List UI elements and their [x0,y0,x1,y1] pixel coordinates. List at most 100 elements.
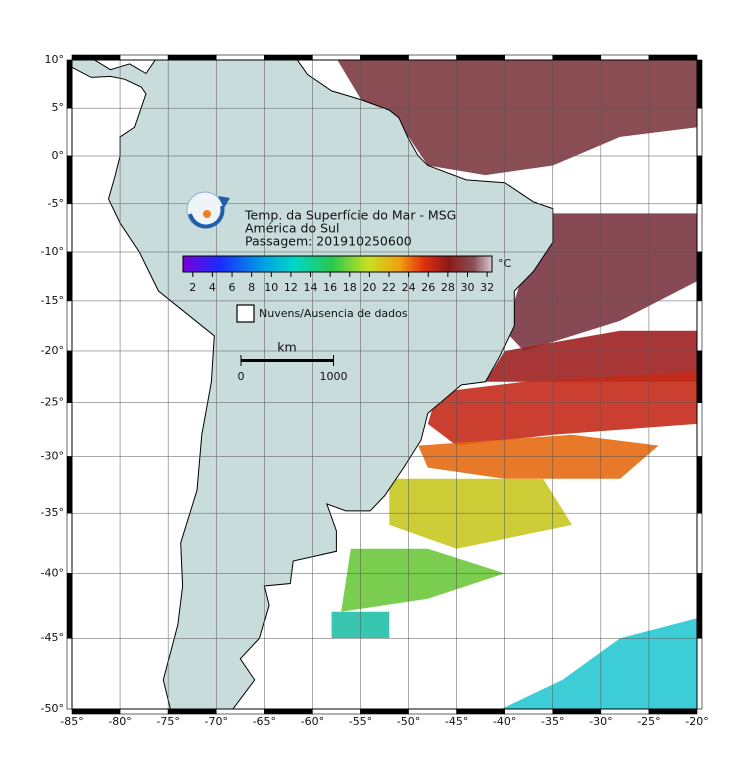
colorbar-tick-label: 22 [382,281,396,294]
frame-segment [648,708,698,715]
frame-segment [696,155,703,205]
y-tick-label: -10° [41,245,64,258]
y-tick-label: -25° [41,396,64,409]
frame-segment [167,708,217,715]
colorbar-unit: °C [498,257,512,270]
y-tick-label: -20° [41,344,64,357]
x-tick-label: -20° [685,715,708,728]
overlay: Temp. da Superfície do Mar - MSG América… [41,53,709,728]
scalebar-bar [241,359,334,362]
sst-patch [389,478,572,549]
frame-segment [696,402,703,457]
frame-segment [696,456,703,514]
frame-segment [66,203,73,253]
colorbar-tick-label: 12 [284,281,298,294]
frame-segment [71,54,121,61]
colorbar-tick-label: 10 [264,281,278,294]
scalebar-label: 0 [238,370,245,383]
frame-segment [456,708,505,715]
frame-segment [552,708,602,715]
colorbar-tick-label: 4 [209,281,216,294]
frame-segment [66,512,73,574]
frame-segment [696,251,703,302]
map-area [72,60,697,709]
frame-segment [264,54,313,61]
x-tick-label: -25° [637,715,660,728]
x-tick-label: -30° [589,715,612,728]
frame-segment [71,708,121,715]
frame-segment [360,54,409,61]
frame-segment [167,54,217,61]
title-line: Passagem: 201910250600 [245,234,412,249]
x-tick-label: -45° [445,715,468,728]
y-tick-label: -15° [41,294,64,307]
frame-segment [66,300,73,352]
sst-patch [341,548,505,612]
frame-segment [696,512,703,574]
colorbar-tick-label: 14 [304,281,318,294]
frame-segment [66,573,73,639]
map-border [71,59,698,710]
colorbar-tick-label: 30 [460,281,474,294]
frame-segment [119,54,169,61]
x-tick-label: -50° [397,715,420,728]
scalebar-label: 1000 [320,370,348,383]
frame-segment [66,402,73,457]
frame-segment [504,54,554,61]
colorbar-tick-label: 26 [421,281,435,294]
frame-segment [696,203,703,253]
sst-patch [427,371,697,446]
frame-segment [66,107,73,157]
frame-segment [696,300,703,352]
frame-segment [66,350,73,403]
frame-segment [66,456,73,514]
frame-segment [696,59,703,109]
y-tick-label: -45° [41,631,64,644]
frame-segment [408,708,457,715]
x-tick-label: -55° [349,715,372,728]
x-tick-label: -40° [493,715,516,728]
colorbar [182,255,493,273]
sst-patch [485,330,697,382]
frame-segment [312,708,361,715]
colorbar-tick-label: 28 [441,281,455,294]
frame-segment [696,637,703,710]
y-tick-label: -40° [41,566,64,579]
frame-segment [119,708,169,715]
frame-segment [66,251,73,302]
sst-patch [501,618,697,709]
frame-segment [600,708,650,715]
x-tick-label: -80° [108,715,131,728]
frame-segment [312,54,361,61]
frame-segment [66,637,73,710]
y-tick-label: -35° [41,506,64,519]
colorbar-tick-label: 6 [229,281,236,294]
y-tick-label: -50° [41,702,64,715]
frame-segment [504,708,554,715]
x-tick-label: -75° [156,715,179,728]
legend-label: Nuvens/Ausencia de dados [259,307,408,320]
colorbar-tick-label: 18 [343,281,357,294]
y-tick-label: -5° [48,197,64,210]
colorbar-tick-label: 8 [248,281,255,294]
y-tick-label: 10° [45,53,65,66]
colorbar-tick-label: 20 [362,281,376,294]
frame-segment [696,350,703,403]
frame-segment [696,107,703,157]
frame-segment [66,59,73,109]
x-tick-label: -70° [204,715,227,728]
frame-segment [215,54,265,61]
title-line: Temp. da Superfície do Mar - MSG [244,208,456,223]
frame-segment [408,54,457,61]
y-tick-label: 0° [52,149,65,162]
title-line: América do Sul [245,221,339,236]
frame-segment [264,708,313,715]
frame-segment [600,54,650,61]
logo [186,191,230,229]
y-tick-label: -30° [41,450,64,463]
x-tick-label: -85° [60,715,83,728]
frame-segment [456,54,505,61]
frame-segment [696,573,703,639]
x-tick-label: -60° [301,715,324,728]
